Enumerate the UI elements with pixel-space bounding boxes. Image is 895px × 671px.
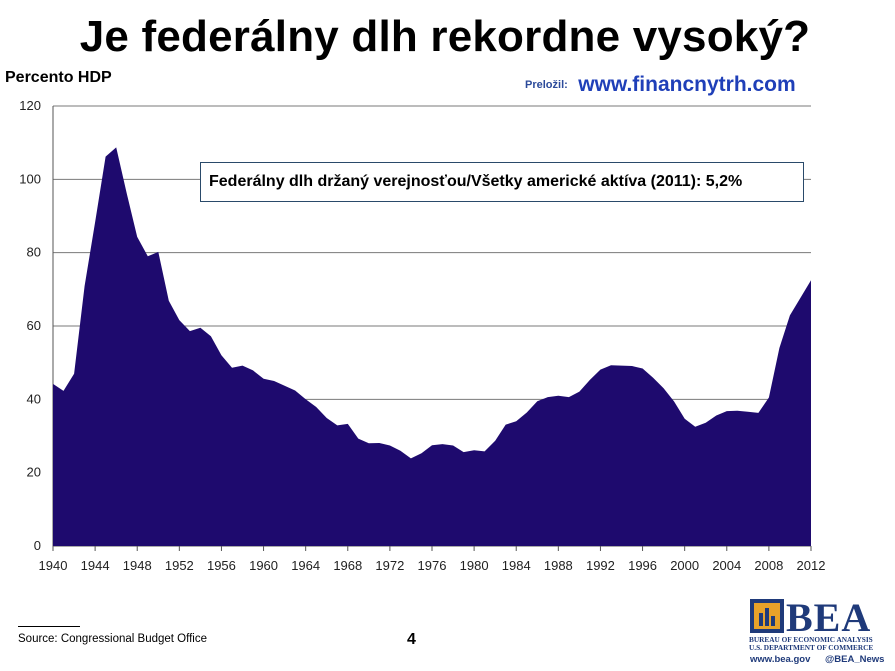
y-tick-label-120: 120 (19, 98, 41, 113)
bea-twitter-link[interactable]: @BEA_News (825, 654, 885, 665)
bea-logo: BEA BUREAU OF ECONOMIC ANALYSIS U.S. DEP… (748, 595, 890, 668)
x-tick-label-1940: 1940 (39, 558, 68, 573)
y-tick-label-20: 20 (27, 465, 41, 480)
bea-emblem-icon (750, 599, 784, 633)
translator-site-link[interactable]: www.financnytrh.com (578, 73, 796, 96)
x-tick-label-2000: 2000 (670, 558, 699, 573)
bea-web-links: www.bea.gov @BEA_News (750, 654, 895, 665)
x-tick-label-1944: 1944 (81, 558, 110, 573)
x-tick-label-1980: 1980 (460, 558, 489, 573)
bea-website-link[interactable]: www.bea.gov (750, 654, 811, 665)
y-axis-label: Percento HDP (5, 69, 112, 86)
y-tick-label-40: 40 (27, 391, 41, 406)
x-tick-label-1948: 1948 (123, 558, 152, 573)
x-tick-label-2004: 2004 (712, 558, 741, 573)
x-tick-label-1992: 1992 (586, 558, 615, 573)
x-tick-label-1964: 1964 (291, 558, 320, 573)
x-tick-label-1988: 1988 (544, 558, 573, 573)
bea-bureau-line: BUREAU OF ECONOMIC ANALYSIS (749, 635, 873, 644)
debt-area-series (53, 147, 811, 546)
annotation-box: Federálny dlh držaný verejnosťou/Všetky … (200, 162, 804, 202)
x-tick-label-1960: 1960 (249, 558, 278, 573)
x-tick-label-1956: 1956 (207, 558, 236, 573)
source-note: Source: Congressional Budget Office (18, 633, 208, 645)
translator-credit: Preložil: www.financnytrh.com (525, 73, 796, 97)
x-tick-label-1996: 1996 (628, 558, 657, 573)
x-tick-label-1972: 1972 (375, 558, 404, 573)
translator-prefix: Preložil: (525, 79, 568, 91)
y-tick-label-80: 80 (27, 245, 41, 260)
y-tick-label-100: 100 (19, 171, 41, 186)
y-tick-label-0: 0 (34, 538, 41, 553)
x-tick-label-1968: 1968 (333, 558, 362, 573)
slide-title: Je federálny dlh rekordne vysoký? (79, 12, 811, 61)
x-tick-label-1976: 1976 (418, 558, 447, 573)
x-tick-label-2008: 2008 (754, 558, 783, 573)
x-tick-label-1984: 1984 (502, 558, 531, 573)
bea-department-line: U.S. DEPARTMENT OF COMMERCE (749, 643, 874, 652)
x-tick-label-2012: 2012 (797, 558, 826, 573)
page-number: 4 (407, 631, 416, 648)
y-tick-label-60: 60 (27, 318, 41, 333)
x-tick-label-1952: 1952 (165, 558, 194, 573)
bea-wordmark: BEA (786, 595, 872, 640)
source-divider (18, 626, 80, 627)
